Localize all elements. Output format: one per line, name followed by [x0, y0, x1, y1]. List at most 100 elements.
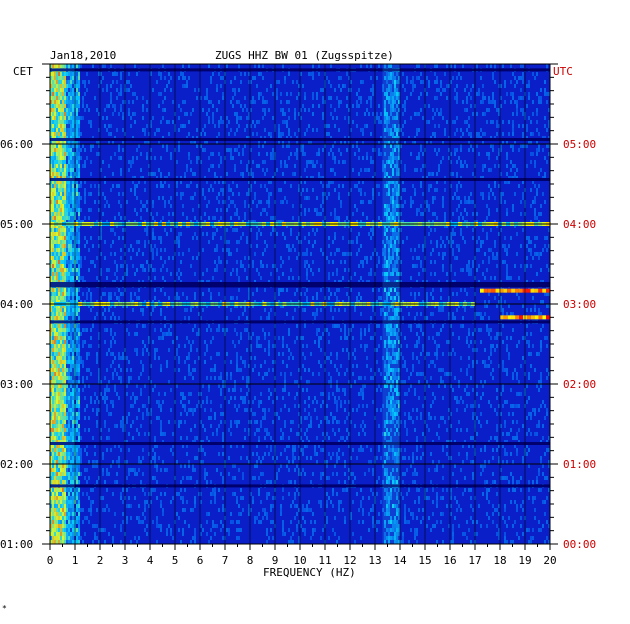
- spectrogram-cell: [392, 172, 394, 176]
- spectrogram-cell: [508, 352, 510, 356]
- spectrogram-cell: [196, 256, 198, 260]
- spectrogram-cell: [186, 356, 188, 360]
- spectrogram-cell: [338, 160, 340, 164]
- spectrogram-cell: [56, 156, 58, 160]
- spectrogram-cell: [110, 132, 112, 136]
- spectrogram-cell: [546, 304, 548, 308]
- spectrogram-cell: [76, 272, 78, 276]
- spectrogram-cell: [106, 388, 108, 392]
- spectrogram-cell: [398, 232, 400, 236]
- spectrogram-cell: [372, 376, 374, 380]
- spectrogram-cell: [266, 212, 268, 216]
- spectrogram-cell: [260, 184, 262, 188]
- spectrogram-cell: [512, 372, 514, 376]
- spectrogram-cell: [288, 348, 290, 352]
- spectrogram-cell: [372, 232, 374, 236]
- spectrogram-cell: [78, 248, 80, 252]
- spectrogram-cell: [58, 140, 60, 144]
- spectrogram-cell: [78, 84, 80, 88]
- spectrogram-cell: [72, 132, 74, 136]
- spectrogram-cell: [68, 196, 70, 200]
- spectrogram-cell: [232, 388, 234, 392]
- spectrogram-cell: [458, 156, 460, 160]
- spectrogram-cell: [212, 232, 214, 236]
- spectrogram-cell: [406, 80, 408, 84]
- spectrogram-cell: [222, 188, 224, 192]
- spectrogram-cell: [430, 260, 432, 264]
- spectrogram-cell: [120, 376, 122, 380]
- spectrogram-cell: [146, 100, 148, 104]
- spectrogram-cell: [404, 108, 406, 112]
- spectrogram-cell: [198, 88, 200, 92]
- spectrogram-cell: [110, 316, 112, 320]
- spectrogram-cell: [118, 288, 120, 292]
- spectrogram-cell: [428, 84, 430, 88]
- spectrogram-cell: [428, 104, 430, 108]
- spectrogram-cell: [352, 144, 354, 148]
- spectrogram-cell: [64, 216, 66, 220]
- spectrogram-cell: [506, 208, 508, 212]
- spectrogram-cell: [272, 228, 274, 232]
- spectrogram-cell: [92, 64, 94, 68]
- spectrogram-cell: [354, 152, 356, 156]
- spectrogram-cell: [488, 100, 490, 104]
- spectrogram-cell: [494, 180, 496, 184]
- spectrogram-cell: [292, 356, 294, 360]
- spectrogram-cell: [506, 368, 508, 372]
- spectrogram-cell: [60, 92, 62, 96]
- spectrogram-cell: [184, 76, 186, 80]
- spectrogram-cell: [358, 148, 360, 152]
- spectrogram-cell: [394, 228, 396, 232]
- spectrogram-cell: [88, 288, 90, 292]
- spectrogram-cell: [546, 376, 548, 380]
- spectrogram-cell: [462, 316, 464, 320]
- spectrogram-cell: [150, 124, 152, 128]
- spectrogram-cell: [338, 148, 340, 152]
- spectrogram-cell: [76, 144, 78, 148]
- spectrogram-cell: [146, 108, 148, 112]
- spectrogram-cell: [408, 376, 410, 380]
- spectrogram-cell: [272, 344, 274, 348]
- spectrogram-cell: [70, 144, 72, 148]
- spectrogram-cell: [514, 84, 516, 88]
- spectrogram-cell: [528, 376, 530, 380]
- spectrogram-cell: [60, 64, 62, 68]
- spectrogram-cell: [366, 124, 368, 128]
- spectrogram-cell: [294, 380, 296, 384]
- spectrogram-cell: [488, 196, 490, 200]
- spectrogram-cell: [392, 204, 394, 208]
- spectrogram-cell: [280, 256, 282, 260]
- spectrogram-cell: [68, 128, 70, 132]
- spectrogram-cell: [70, 96, 72, 100]
- spectrogram-cell: [380, 152, 382, 156]
- spectrogram-cell: [100, 80, 102, 84]
- spectrogram-cell: [492, 92, 494, 96]
- spectrogram-cell: [354, 272, 356, 276]
- spectrogram-cell: [356, 112, 358, 116]
- spectrogram-cell: [298, 232, 300, 236]
- spectrogram-cell: [386, 72, 388, 76]
- spectrogram-cell: [396, 184, 398, 188]
- spectrogram-cell: [64, 188, 66, 192]
- spectrogram-cell: [468, 124, 470, 128]
- spectrogram-cell: [256, 132, 258, 136]
- spectrogram-cell: [78, 120, 80, 124]
- spectrogram-cell: [434, 188, 436, 192]
- spectrogram-cell: [396, 96, 398, 100]
- spectrogram-cell: [270, 192, 272, 196]
- spectrogram-cell: [240, 172, 242, 176]
- spectrogram-cell: [78, 376, 80, 380]
- spectrogram-cell: [132, 92, 134, 96]
- spectrogram-cell: [252, 76, 254, 80]
- spectrogram-cell: [264, 100, 266, 104]
- spectrogram-cell: [152, 340, 154, 344]
- spectrogram-cell: [250, 80, 252, 84]
- spectrogram-cell: [130, 368, 132, 372]
- spectrogram-cell: [390, 72, 392, 76]
- spectrogram-cell: [314, 340, 316, 344]
- spectrogram-cell: [418, 380, 420, 384]
- spectrogram-cell: [342, 388, 344, 392]
- spectrogram-cell: [396, 92, 398, 96]
- spectrogram-cell: [546, 248, 548, 252]
- spectrogram-cell: [368, 272, 370, 276]
